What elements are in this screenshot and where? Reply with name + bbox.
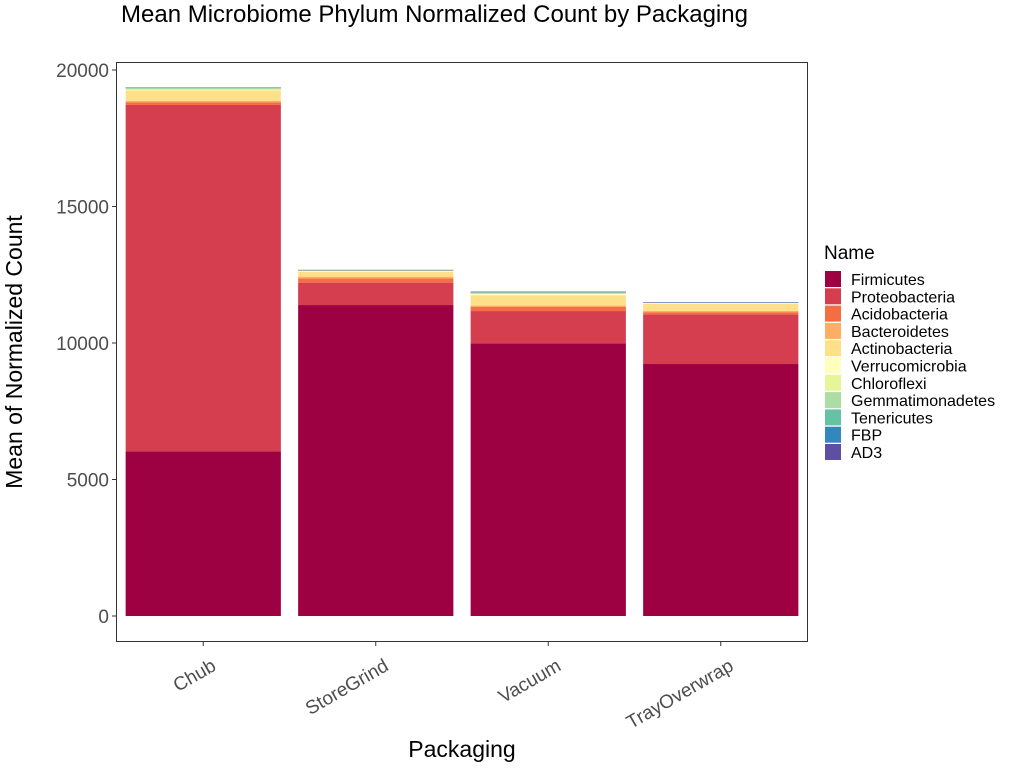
bar-segment-chub-chloroflexi	[125, 89, 281, 90]
legend-label-gemmatimonadetes: Gemmatimonadetes	[851, 393, 995, 410]
bar-segment-storegrind-firmicutes	[298, 305, 454, 616]
bar-segment-trayoverwrap-actinobacteria	[643, 303, 799, 311]
bar-segment-vacuum-actinobacteria	[470, 295, 626, 306]
bar-segment-trayoverwrap-acidobacteria	[643, 312, 799, 315]
bar-segment-storegrind-chloroflexi	[298, 270, 454, 271]
plot-panel-border	[116, 62, 808, 642]
x-tick-label: StoreGrind	[302, 656, 392, 720]
legend-swatch-bacteroidetes	[825, 322, 841, 339]
x-axis: Chub StoreGrind Vacuum TrayOverwrap	[170, 641, 737, 734]
bar-segment-storegrind-bacteroidetes	[298, 276, 454, 279]
chart-title: Mean Microbiome Phylum Normalized Count …	[121, 1, 748, 28]
bar-segment-vacuum-acidobacteria	[470, 306, 626, 312]
bar-segment-chub-acidobacteria	[125, 102, 281, 105]
y-axis: 0 5000 10000 15000 20000	[56, 61, 117, 628]
legend-title: Name	[824, 243, 875, 264]
legend-swatch-ad3	[825, 444, 841, 460]
bar-segment-vacuum-gemmatimonadetes	[470, 291, 626, 294]
y-tick-label: 0	[98, 607, 109, 628]
x-tick-label: Chub	[170, 656, 220, 697]
bar-segment-storegrind-verrucomicrobia	[298, 270, 454, 272]
legend-swatch-gemmatimonadetes	[825, 392, 841, 409]
bar-segment-chub-actinobacteria	[125, 90, 281, 101]
bars-layer	[125, 87, 799, 616]
legend-label-ad3: AD3	[851, 445, 882, 462]
legend-label-firmicutes: Firmicutes	[851, 272, 925, 289]
bar-segment-vacuum-firmicutes	[470, 343, 626, 616]
x-tick-label: Vacuum	[495, 656, 565, 708]
bar-segment-chub-gemmatimonadetes	[125, 87, 281, 90]
legend-swatch-proteobacteria	[825, 288, 841, 305]
legend-swatch-chloroflexi	[825, 374, 841, 391]
y-axis-title: Mean of Normalized Count	[1, 215, 27, 489]
bar-segment-vacuum-proteobacteria	[470, 311, 626, 344]
legend-swatch-firmicutes	[825, 271, 841, 287]
legend-label-proteobacteria: Proteobacteria	[851, 289, 955, 306]
bar-segment-vacuum-bacteroidetes	[470, 305, 626, 307]
y-tick-label: 15000	[56, 198, 109, 219]
legend-swatch-verrucomicrobia	[825, 357, 841, 374]
legend-label-tenericutes: Tenericutes	[851, 410, 933, 427]
legend: Name FirmicutesProteobacteriaAcidobacter…	[824, 243, 995, 462]
y-tick-label: 20000	[56, 61, 109, 82]
legend-swatch-acidobacteria	[825, 305, 841, 322]
bar-segment-storegrind-proteobacteria	[298, 282, 454, 306]
bar-segment-storegrind-actinobacteria	[298, 271, 454, 277]
bar-segment-trayoverwrap-firmicutes	[643, 364, 799, 616]
bar-segment-storegrind-acidobacteria	[298, 278, 454, 283]
x-tick-label: TrayOverwrap	[623, 656, 737, 734]
x-axis-title: Packaging	[408, 736, 515, 762]
bar-segment-trayoverwrap-proteobacteria	[643, 314, 799, 365]
bar-segment-trayoverwrap-bacteroidetes	[643, 310, 799, 313]
legend-label-chloroflexi: Chloroflexi	[851, 376, 927, 393]
legend-swatch-tenericutes	[825, 409, 841, 426]
legend-swatch-fbp	[825, 426, 841, 443]
legend-label-verrucomicrobia: Verrucomicrobia	[851, 359, 967, 376]
legend-label-acidobacteria: Acidobacteria	[851, 307, 948, 324]
legend-swatch-actinobacteria	[825, 340, 841, 357]
bar-segment-trayoverwrap-verrucomicrobia	[643, 303, 799, 304]
bar-segment-chub-bacteroidetes	[125, 100, 281, 103]
bar-segment-chub-verrucomicrobia	[125, 89, 281, 91]
legend-label-actinobacteria: Actinobacteria	[851, 341, 952, 358]
y-tick-label: 5000	[67, 471, 109, 492]
bar-segment-chub-firmicutes	[125, 451, 281, 616]
legend-label-bacteroidetes: Bacteroidetes	[851, 324, 949, 341]
y-tick-label: 10000	[56, 334, 109, 355]
bar-segment-vacuum-verrucomicrobia	[470, 293, 626, 296]
bar-segment-chub-proteobacteria	[125, 104, 281, 452]
legend-label-fbp: FBP	[851, 428, 882, 445]
